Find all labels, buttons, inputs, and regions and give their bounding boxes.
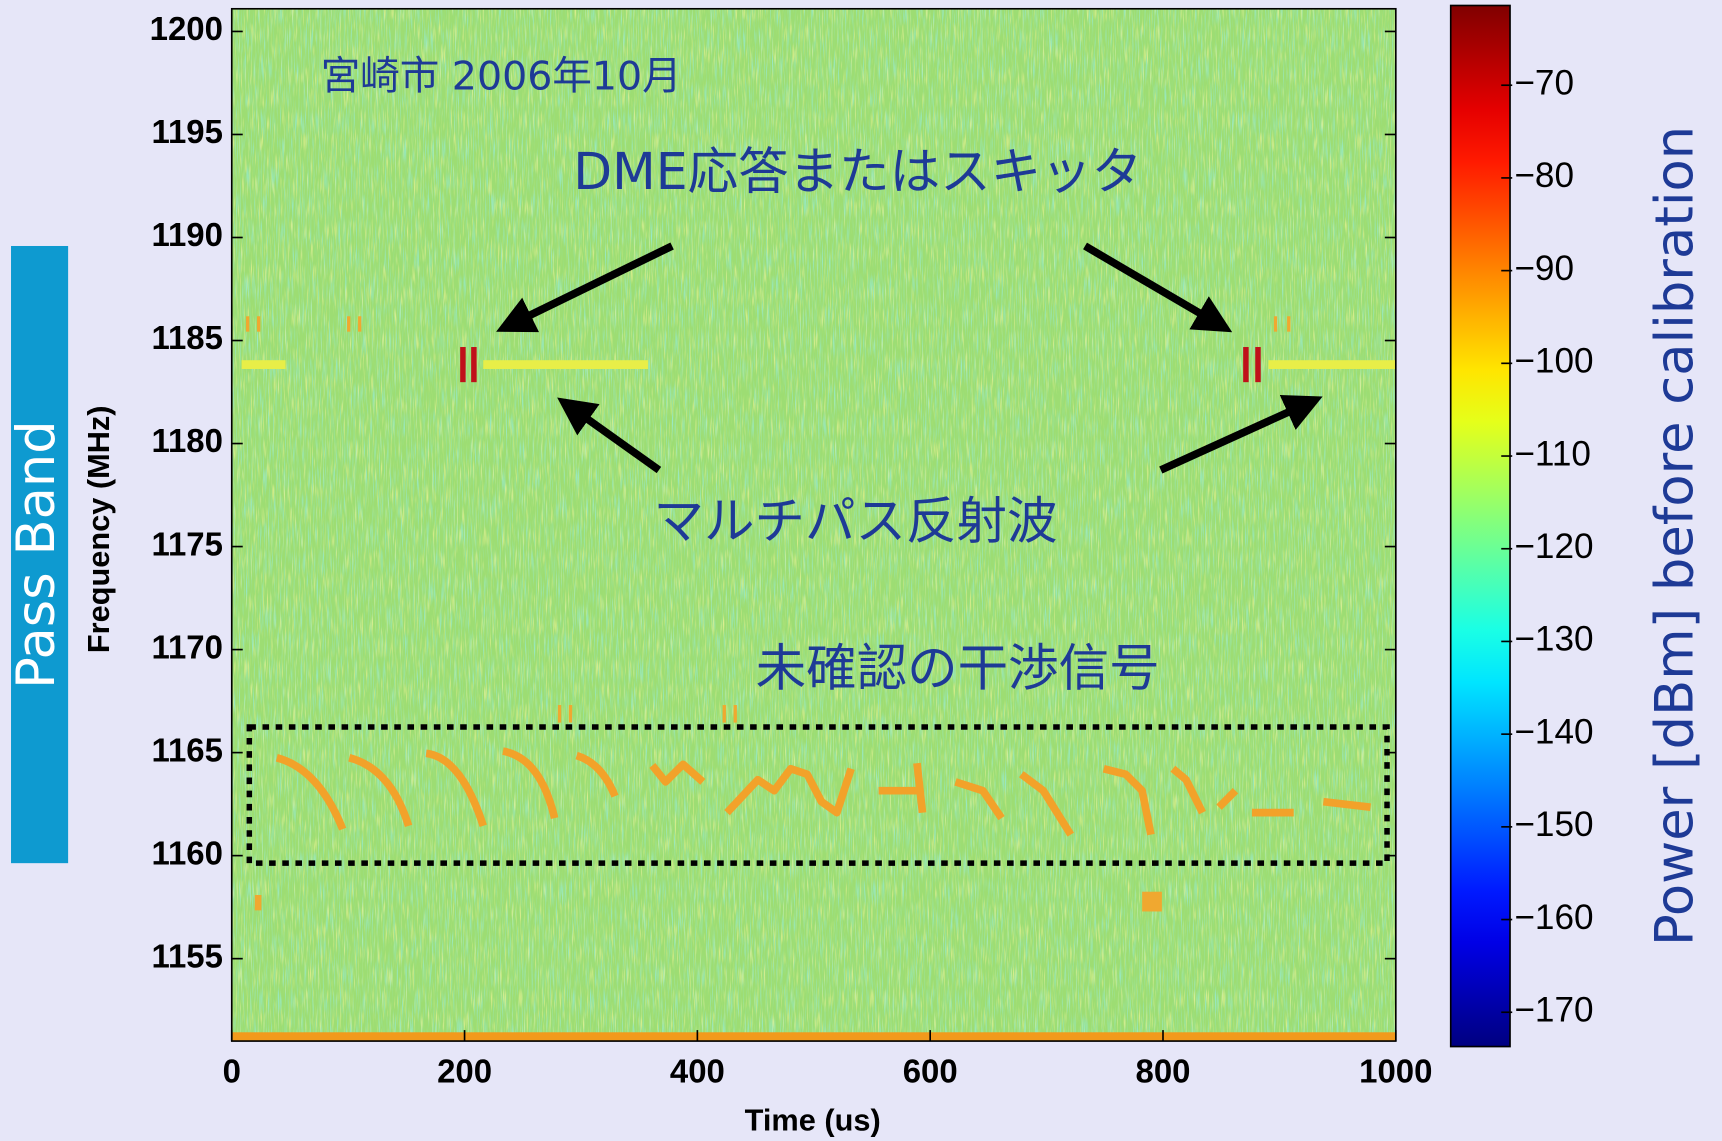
- x-axis-label: Time (us): [745, 1102, 881, 1137]
- x-tick-label: 200: [437, 1053, 492, 1090]
- y-tick-label: 1155: [151, 937, 222, 974]
- y-tick-label: 1200: [150, 10, 223, 47]
- x-tick-label: 800: [1136, 1053, 1191, 1090]
- colorbar-tick-label: −150: [1514, 805, 1593, 844]
- y-axis-label: Frequency (MHz): [81, 406, 116, 654]
- annotation: マルチパス反射波: [653, 491, 1057, 550]
- y-tick-label: 1170: [151, 628, 222, 665]
- colorbar-tick-label: −120: [1514, 527, 1593, 566]
- x-tick-label: 400: [670, 1053, 725, 1090]
- side-label: Pass Band: [6, 420, 67, 689]
- colorbar-label: Power [dBm] before calibration: [1645, 126, 1706, 946]
- colorbar-tick-label: −70: [1514, 63, 1574, 102]
- x-tick-label: 600: [903, 1053, 958, 1090]
- annotation: 未確認の干渉信号: [756, 639, 1160, 698]
- colorbar-tick-label: −170: [1514, 991, 1593, 1030]
- y-tick-label: 1180: [151, 422, 222, 459]
- y-tick-label: 1195: [151, 113, 222, 150]
- annotation: DME応答またはスキッタ: [573, 142, 1142, 201]
- page: {"chart_data": { "type": "heatmap", "tit…: [0, 0, 1722, 1141]
- colorbar-tick-label: −130: [1514, 620, 1593, 659]
- x-tick-label: 1000: [1359, 1053, 1432, 1090]
- colorbar-tick-label: −100: [1514, 342, 1593, 381]
- y-tick-label: 1185: [151, 319, 222, 356]
- y-tick-label: 1175: [151, 525, 222, 562]
- colorbar-tick-label: −110: [1514, 434, 1591, 473]
- chart-title: 宮崎市 2006年10月: [321, 54, 682, 100]
- y-tick-label: 1160: [151, 834, 222, 871]
- colorbar-tick-label: −140: [1514, 712, 1593, 751]
- colorbar-tick-label: −160: [1514, 898, 1593, 937]
- colorbar: [1451, 5, 1510, 1046]
- colorbar-tick-label: −80: [1514, 156, 1574, 195]
- colorbar-tick-label: −90: [1514, 249, 1574, 288]
- x-tick-label: 0: [223, 1053, 241, 1090]
- edge-signal: [232, 1032, 1396, 1041]
- y-tick-label: 1165: [151, 731, 222, 768]
- chart: 宮崎市 2006年10月 DME応答またはスキッタ マルチパス反射波 未確認の干…: [0, 0, 1722, 1141]
- y-tick-label: 1190: [151, 216, 222, 253]
